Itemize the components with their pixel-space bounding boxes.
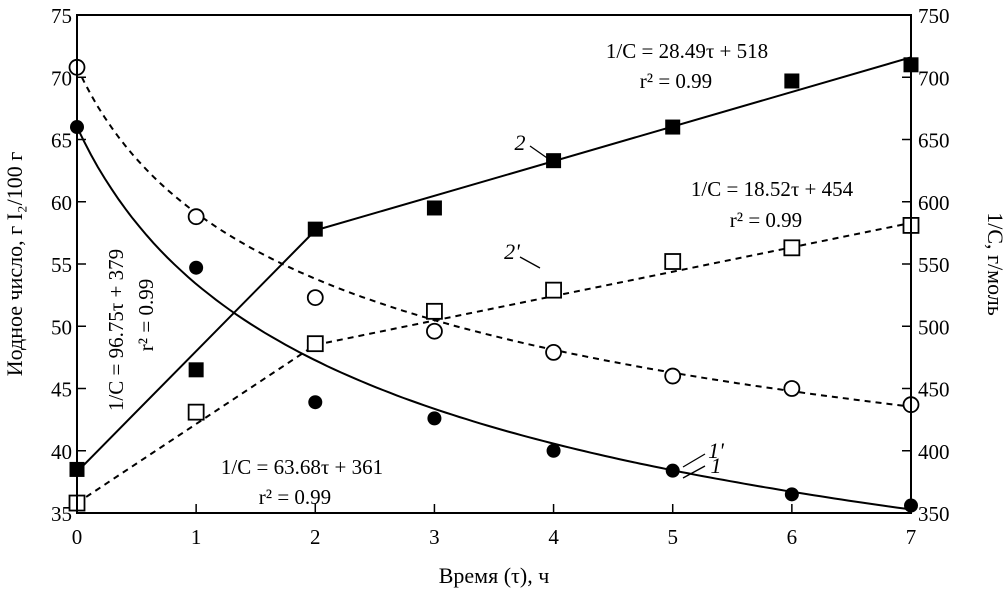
x-tick-label-4: 4 (548, 525, 559, 549)
annotation-r2-2: r² = 0.99 (640, 69, 712, 93)
x-axis-title: Время (τ), ч (439, 563, 550, 588)
series-label-2prime: 2' (504, 239, 520, 264)
x-tick-label-2: 2 (310, 525, 321, 549)
series-label-leader-1 (682, 465, 706, 479)
point-series-0-5 (665, 463, 680, 478)
point-series-3-4 (545, 281, 562, 299)
point-series-0-4 (546, 443, 561, 458)
markers-layer (68, 57, 920, 513)
point-series-0-1 (189, 260, 204, 275)
series-line-1 (76, 126, 912, 511)
point-series-2-2 (307, 221, 323, 237)
series-label-leader-1prime (682, 453, 706, 468)
y-axis-title-right: 1/C, г/моль (983, 212, 1004, 316)
annotation-eq-2: 1/C = 28.49τ + 518 (606, 39, 768, 63)
point-series-1-2 (306, 289, 324, 307)
y-right-tick-label-4: 550 (918, 253, 950, 277)
fit-line-3 (315, 221, 912, 346)
series-line-1prime (76, 66, 912, 408)
series-label-leader-2prime (519, 256, 541, 269)
x-tick-label-3: 3 (429, 525, 440, 549)
y-right-tick-label-0: 350 (918, 502, 950, 526)
x-tick-label-5: 5 (667, 525, 678, 549)
x-tick-label-1: 1 (191, 525, 202, 549)
y-left-tick-label-2: 45 (51, 378, 72, 402)
annotation-eq-1-bottom: 1/C = 63.68τ + 361 (221, 455, 383, 479)
fit-line-1 (315, 56, 912, 232)
point-series-0-3 (427, 411, 442, 426)
ticks-layer: 0 1 2 3 4 5 6 735404550556065707535040045050055… (51, 4, 950, 549)
point-series-2-3 (426, 200, 442, 216)
y-left-tick-label-1: 40 (51, 440, 72, 464)
point-series-2-1 (188, 362, 204, 378)
point-series-1-1 (187, 208, 205, 226)
point-series-2-6 (784, 73, 800, 89)
y-left-tick-label-7: 70 (51, 66, 72, 90)
annotation-r2-1-rotated: r² = 0.99 (134, 279, 158, 351)
point-series-1-6 (783, 380, 801, 397)
annotation-r2-2prime: r² = 0.99 (730, 208, 802, 232)
series-label-leader-2 (529, 145, 551, 161)
fit-line-0 (76, 229, 316, 473)
point-series-1-5 (664, 367, 682, 385)
point-series-2-4 (546, 153, 562, 169)
annotation-eq-2prime: 1/C = 18.52τ + 454 (691, 177, 854, 201)
y-right-tick-label-6: 650 (918, 129, 950, 153)
y-right-tick-label-7: 700 (918, 66, 950, 90)
y-right-tick-label-8: 750 (918, 4, 950, 28)
point-series-1-3 (426, 322, 443, 340)
fit-line-2 (76, 344, 316, 504)
y-right-tick-label-1: 400 (918, 440, 950, 464)
y-right-tick-label-5: 600 (918, 191, 950, 215)
y-left-tick-label-4: 55 (51, 253, 72, 277)
annotation-r2-1-bottom: r² = 0.99 (259, 485, 331, 509)
x-tick-label-7: 7 (906, 525, 917, 549)
point-series-3-2 (306, 335, 324, 353)
point-series-1-4 (545, 343, 562, 361)
series-label-2: 2 (515, 130, 526, 155)
y-right-tick-label-2: 450 (918, 378, 950, 402)
point-series-3-5 (664, 253, 682, 270)
y-left-tick-label-6: 65 (51, 129, 72, 153)
series-label-1: 1 (711, 453, 722, 478)
curves-layer (76, 56, 912, 511)
point-series-3-6 (783, 239, 801, 257)
y-left-tick-label-8: 75 (51, 4, 72, 28)
annotation-eq-1-rotated: 1/C = 96.75τ + 379 (104, 249, 128, 411)
point-series-0-6 (784, 487, 799, 502)
x-tick-label-0: 0 (72, 525, 83, 549)
y-left-tick-label-3: 50 (51, 315, 72, 339)
point-series-3-3 (426, 302, 443, 320)
x-tick-label-6: 6 (787, 525, 798, 549)
y-axis-title-left: Иодное число, г I₂/100 г (2, 152, 27, 377)
y-right-tick-label-3: 500 (918, 315, 950, 339)
point-series-2-5 (665, 119, 681, 135)
series-label-1prime: 1' (708, 438, 724, 463)
y-left-tick-label-0: 35 (51, 502, 72, 526)
plot-frame (76, 14, 912, 514)
point-series-3-1 (187, 403, 205, 421)
y-left-tick-label-5: 60 (51, 191, 72, 215)
point-series-0-2 (308, 395, 323, 410)
